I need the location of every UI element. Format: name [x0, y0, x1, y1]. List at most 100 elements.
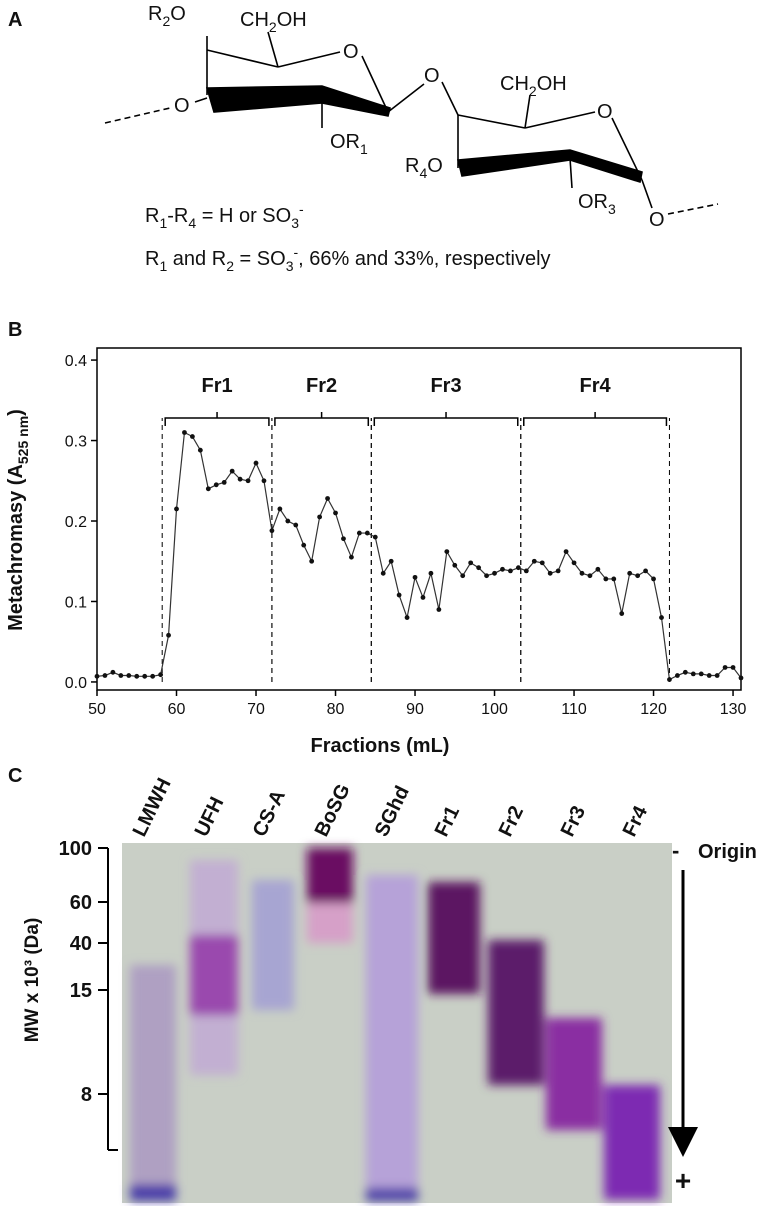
data-point	[539, 560, 545, 566]
data-point	[579, 570, 585, 576]
band	[366, 875, 418, 1200]
data-point	[372, 534, 378, 540]
band	[307, 848, 353, 903]
data-point	[603, 576, 609, 582]
data-point	[388, 558, 394, 564]
data-point	[285, 518, 291, 524]
y-tick-label: 0.0	[65, 675, 87, 692]
chem-label: O	[343, 41, 359, 63]
data-point	[738, 675, 744, 681]
lane-label: Fr1	[431, 803, 464, 841]
region-bracket	[274, 412, 370, 426]
x-tick-label: 50	[88, 701, 106, 718]
text: OR	[578, 191, 608, 213]
region-bracket	[164, 412, 270, 426]
band	[488, 940, 544, 1085]
text: CH	[240, 9, 269, 31]
mw-axis-label: MW x 10³ (Da)	[22, 918, 43, 1043]
chem-label: OR3	[578, 191, 616, 217]
lane-label: Fr4	[619, 802, 653, 840]
chem-label: O	[424, 65, 440, 87]
text: , 66% and 33%, respectively	[298, 248, 550, 270]
text: = SO	[234, 248, 286, 270]
chem-label: OR1	[330, 131, 368, 157]
data-point	[166, 632, 171, 638]
superscript: -	[293, 244, 298, 260]
data-point	[651, 576, 656, 582]
data-point	[508, 568, 513, 574]
data-point	[126, 673, 132, 678]
text: )	[5, 409, 27, 416]
chem-label: CH2OH	[240, 9, 307, 35]
lane-label: LMWH	[129, 775, 176, 841]
data-point	[110, 669, 116, 675]
text: and R	[167, 248, 226, 270]
data-point	[102, 673, 108, 678]
lane-label: BoSG	[311, 781, 355, 841]
data-point	[444, 549, 450, 554]
band	[190, 935, 238, 1015]
x-tick-label: 80	[327, 701, 345, 718]
region-label: Fr2	[306, 375, 337, 397]
chem-label: O	[649, 209, 665, 231]
minus-sign: -	[672, 838, 679, 863]
data-point	[492, 570, 497, 576]
panel-label: B	[8, 319, 22, 341]
data-point	[118, 673, 124, 678]
band	[130, 965, 176, 1200]
y-axis-label: Metachromasy (A525 nm)	[5, 409, 31, 631]
text: Metachromasy (A	[5, 464, 27, 631]
band	[130, 1185, 176, 1201]
text: CH	[500, 73, 529, 95]
chem-label: R2O	[148, 3, 186, 29]
data-point	[134, 673, 140, 679]
text: O	[427, 155, 443, 177]
data-point	[269, 528, 275, 534]
y-tick-label: 0.4	[65, 353, 87, 370]
text: -R	[167, 205, 188, 227]
subscript: 3	[608, 201, 616, 217]
band	[252, 880, 294, 1010]
x-tick-label: 70	[247, 701, 265, 718]
gel-bands	[130, 848, 660, 1201]
lane-label: Fr2	[495, 803, 528, 841]
x-tick-label: 90	[406, 701, 424, 718]
region-label: Fr4	[580, 375, 612, 397]
band	[428, 882, 480, 994]
data-point	[690, 671, 696, 677]
text: R	[148, 3, 162, 25]
line-chart: 50 60 70 80 90 100 110 120 130 0.0 0.1 0.2 0.3 0.4 Fr1…	[65, 347, 747, 718]
data-point	[635, 573, 641, 579]
data-point	[468, 560, 474, 566]
lane-label: SGhd	[371, 783, 414, 841]
lane-label: Fr3	[557, 803, 590, 841]
data-point	[667, 677, 672, 682]
mw-tick-label: 100	[59, 838, 92, 860]
text: R	[145, 205, 159, 227]
y-tick-label: 0.1	[65, 594, 87, 611]
data-point	[563, 549, 569, 554]
data-point	[94, 673, 100, 679]
subscript: 2	[529, 83, 537, 99]
x-tick-label: 130	[720, 701, 747, 718]
data-point	[611, 576, 617, 582]
data-point	[174, 506, 179, 512]
data-point	[595, 566, 601, 572]
caption: R1-R4 = H or SO3-	[145, 201, 304, 231]
data-point	[229, 468, 235, 474]
band	[546, 1018, 602, 1130]
structure	[104, 31, 719, 215]
text: O	[170, 3, 186, 25]
region-label: Fr1	[201, 375, 232, 397]
data-point	[245, 478, 251, 484]
data-point	[213, 482, 219, 488]
subscript: 3	[291, 215, 299, 231]
data-point	[643, 568, 648, 574]
text: OH	[537, 73, 567, 95]
data-point	[237, 476, 243, 482]
data-point	[317, 514, 323, 520]
subscript: 1	[159, 215, 167, 231]
data-point	[253, 460, 259, 466]
data-point	[356, 530, 362, 536]
